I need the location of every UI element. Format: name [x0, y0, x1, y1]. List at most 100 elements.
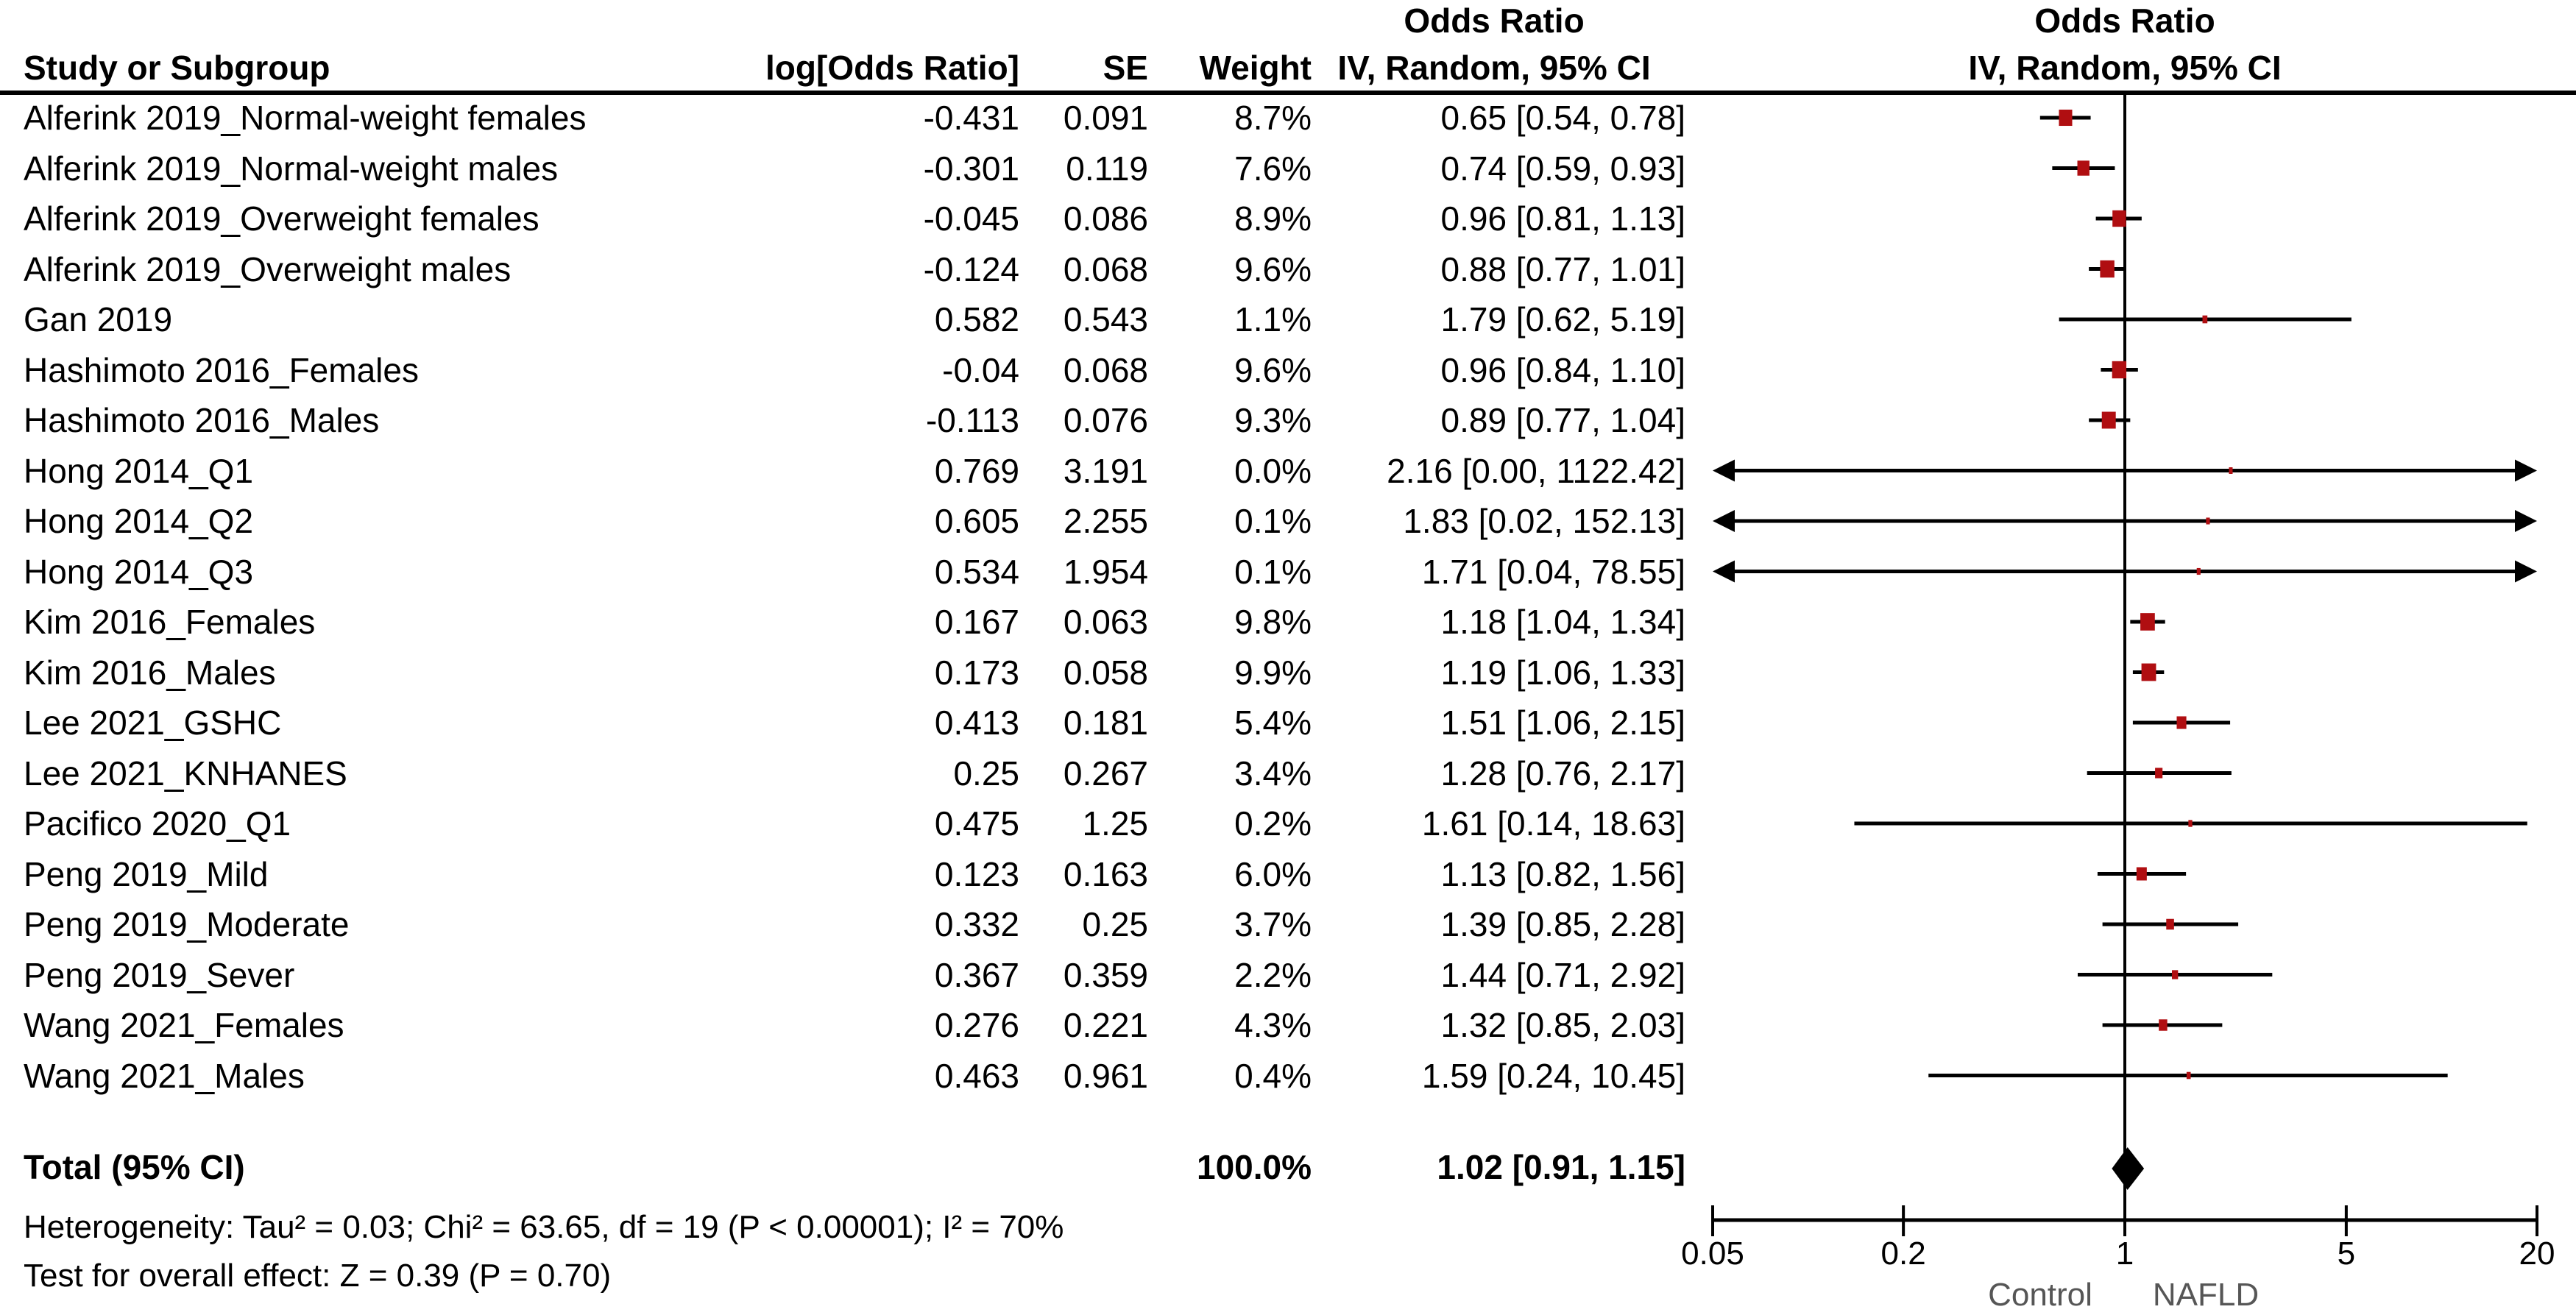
study-name: Hong 2014_Q1: [24, 451, 254, 490]
ci-text-value: 1.39 [0.85, 2.28]: [1440, 905, 1686, 943]
ci-text-value: 1.83 [0.02, 152.13]: [1403, 502, 1685, 540]
ci-arrow-right: [2515, 560, 2537, 583]
log-odds-ratio-value: 0.276: [934, 1006, 1019, 1044]
log-odds-ratio-value: -0.045: [923, 199, 1019, 238]
ci-arrow-left: [1713, 459, 1735, 482]
study-name: Gan 2019: [24, 300, 173, 339]
log-odds-ratio-value: 0.25: [953, 754, 1019, 793]
ci-text-value: 1.18 [1.04, 1.34]: [1440, 603, 1686, 641]
effect-marker: [2059, 109, 2073, 127]
study-name: Hashimoto 2016_Females: [24, 350, 419, 389]
se-value: 1.954: [1063, 552, 1148, 591]
effect-marker: [2172, 970, 2179, 979]
column-header-odds-ratio-line2: IV, Random, 95% CI: [1337, 49, 1651, 87]
se-value: 0.221: [1063, 1006, 1148, 1044]
se-value: 0.181: [1063, 703, 1148, 742]
weight-value: 5.4%: [1234, 703, 1312, 742]
ci-text-value: 1.19 [1.06, 1.33]: [1440, 653, 1686, 692]
effect-marker: [2188, 820, 2193, 827]
header-separator-line: [0, 91, 2576, 95]
ci-text-value: 0.65 [0.54, 0.78]: [1440, 99, 1686, 137]
total-diamond: [2112, 1147, 2145, 1190]
ci-text-value: 1.44 [0.71, 2.92]: [1440, 955, 1686, 994]
study-name: Peng 2019_Moderate: [24, 905, 350, 943]
axis-tick: [2344, 1205, 2348, 1236]
ci-line: [1717, 570, 2533, 573]
weight-value: 9.6%: [1234, 249, 1312, 288]
study-name: Hong 2014_Q2: [24, 502, 254, 540]
weight-value: 0.1%: [1234, 502, 1312, 540]
column-header-odds-ratio-line1: Odds Ratio: [1404, 1, 1585, 40]
effect-marker: [2206, 517, 2210, 525]
weight-value: 7.6%: [1234, 149, 1312, 188]
plot-header-odds-ratio-line1: Odds Ratio: [2034, 1, 2215, 40]
study-name: Alferink 2019_Normal-weight males: [24, 149, 559, 188]
heterogeneity-text: Heterogeneity: Tau² = 0.03; Chi² = 63.65…: [24, 1209, 1064, 1245]
log-odds-ratio-value: 0.769: [934, 451, 1019, 490]
se-value: 0.543: [1063, 300, 1148, 339]
se-value: 0.068: [1063, 350, 1148, 389]
weight-value: 9.8%: [1234, 603, 1312, 641]
se-value: 0.267: [1063, 754, 1148, 793]
study-name: Alferink 2019_Overweight males: [24, 249, 512, 288]
ci-line: [1717, 519, 2533, 523]
log-odds-ratio-value: 0.413: [934, 703, 1019, 742]
study-name: Kim 2016_Females: [24, 603, 316, 641]
weight-value: 4.3%: [1234, 1006, 1312, 1044]
log-odds-ratio-value: 0.123: [934, 854, 1019, 893]
study-name: Peng 2019_Mild: [24, 854, 269, 893]
overall-effect-text: Test for overall effect: Z = 0.39 (P = 0…: [24, 1258, 612, 1294]
no-effect-line: [2123, 93, 2126, 1220]
se-value: 0.076: [1063, 401, 1148, 439]
study-name: Hashimoto 2016_Males: [24, 401, 380, 439]
log-odds-ratio-value: -0.04: [942, 350, 1019, 389]
column-header-study: Study or Subgroup: [24, 49, 330, 87]
ci-text-value: 0.88 [0.77, 1.01]: [1440, 249, 1686, 288]
ci-text-value: 1.28 [0.76, 2.17]: [1440, 754, 1686, 793]
se-value: 2.255: [1063, 502, 1148, 540]
ci-text-value: 1.79 [0.62, 5.19]: [1440, 300, 1686, 339]
ci-text-value: 1.61 [0.14, 18.63]: [1421, 804, 1685, 843]
se-value: 0.163: [1063, 854, 1148, 893]
axis-tick: [2123, 1205, 2126, 1236]
study-name: Lee 2021_KNHANES: [24, 754, 347, 793]
axis-tick-label: 1: [2115, 1236, 2134, 1272]
study-name: Pacifico 2020_Q1: [24, 804, 291, 843]
ci-arrow-right: [2515, 459, 2537, 482]
ci-arrow-left: [1713, 510, 1735, 532]
axis-tick-label: 20: [2519, 1236, 2555, 1272]
log-odds-ratio-value: -0.301: [923, 149, 1019, 188]
ci-text-value: 0.96 [0.81, 1.13]: [1440, 199, 1686, 238]
effect-marker: [2101, 411, 2116, 429]
study-name: Alferink 2019_Normal-weight females: [24, 99, 587, 137]
log-odds-ratio-value: 0.475: [934, 804, 1019, 843]
ci-text-value: 0.96 [0.84, 1.10]: [1440, 350, 1686, 389]
se-value: 0.058: [1063, 653, 1148, 692]
study-name: Peng 2019_Sever: [24, 955, 295, 994]
column-header-log-odds-ratio: log[Odds Ratio]: [765, 49, 1019, 87]
ci-text-value: 0.89 [0.77, 1.04]: [1440, 401, 1686, 439]
column-header-se: SE: [1103, 49, 1148, 87]
axis-tick-label: 0.05: [1681, 1236, 1744, 1272]
effect-marker: [2112, 361, 2127, 379]
effect-marker: [2202, 315, 2208, 324]
weight-value: 3.4%: [1234, 754, 1312, 793]
axis-tick: [1902, 1205, 1906, 1236]
log-odds-ratio-value: 0.605: [934, 502, 1019, 540]
ci-text-value: 1.71 [0.04, 78.55]: [1421, 552, 1685, 591]
study-name: Kim 2016_Males: [24, 653, 276, 692]
plot-header-odds-ratio-line2: IV, Random, 95% CI: [1968, 49, 2282, 87]
total-row-weight: 100.0%: [1196, 1148, 1312, 1186]
effect-marker: [2136, 867, 2147, 881]
axis-tick: [2536, 1205, 2538, 1236]
log-odds-ratio-value: 0.463: [934, 1056, 1019, 1095]
log-odds-ratio-value: 0.332: [934, 905, 1019, 943]
se-value: 3.191: [1063, 451, 1148, 490]
weight-value: 9.9%: [1234, 653, 1312, 692]
favours-left-label: Control: [1988, 1277, 2092, 1313]
study-name: Alferink 2019_Overweight females: [24, 199, 539, 238]
effect-marker: [2155, 768, 2163, 779]
log-odds-ratio-value: -0.124: [923, 249, 1019, 288]
